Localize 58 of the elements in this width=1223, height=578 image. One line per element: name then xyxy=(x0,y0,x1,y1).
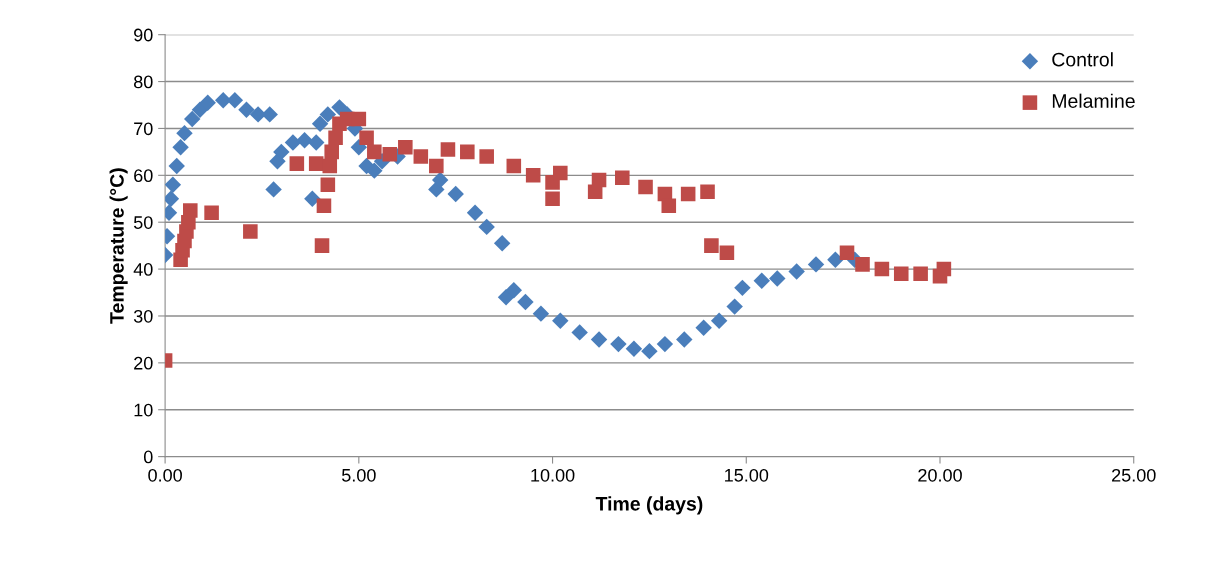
x-axis-title: Time (days) xyxy=(595,496,703,515)
legend-label: Melamine xyxy=(1052,93,1135,108)
x-tick-label: 25.00 xyxy=(1112,468,1156,482)
y-tick-label: 30 xyxy=(133,309,153,323)
point xyxy=(680,186,696,202)
point xyxy=(893,266,909,282)
y-tick-label: 80 xyxy=(134,75,153,89)
point xyxy=(413,149,429,164)
legend-label: Control xyxy=(1052,52,1113,67)
point xyxy=(359,130,374,146)
point xyxy=(553,165,568,181)
point xyxy=(638,179,653,195)
point xyxy=(661,198,677,214)
point xyxy=(322,158,338,174)
point xyxy=(429,158,444,174)
y-axis-title: Temperature (°C) xyxy=(109,168,128,324)
y-tick-label: 70 xyxy=(134,122,153,136)
point xyxy=(183,203,198,218)
point xyxy=(324,144,339,160)
point xyxy=(243,224,258,239)
x-tick-label: 10.00 xyxy=(531,468,575,482)
y-tick-label: 50 xyxy=(133,216,153,229)
x-tick-label: 5.00 xyxy=(341,468,376,482)
point xyxy=(704,238,719,253)
y-tick-label: 90 xyxy=(134,28,153,42)
point xyxy=(506,158,522,174)
point xyxy=(719,245,735,260)
point xyxy=(398,139,413,155)
point xyxy=(351,111,367,127)
point xyxy=(440,142,456,157)
point xyxy=(479,149,494,164)
point xyxy=(525,168,541,183)
point xyxy=(855,257,870,272)
point xyxy=(328,130,343,146)
y-tick-label: 0 xyxy=(143,450,153,464)
point xyxy=(913,266,928,282)
point xyxy=(367,144,382,160)
y-tick-label: 60 xyxy=(134,169,153,183)
y-tick-label: 40 xyxy=(133,263,153,276)
point xyxy=(460,144,475,160)
point xyxy=(320,177,336,192)
point xyxy=(316,198,332,214)
point xyxy=(700,184,715,200)
point xyxy=(545,191,560,207)
x-tick-label: 20.00 xyxy=(918,468,962,482)
y-tick-label: 20 xyxy=(134,356,153,370)
point xyxy=(936,261,952,277)
point xyxy=(839,245,855,260)
x-tick-label: 15.00 xyxy=(725,468,769,482)
point xyxy=(289,156,305,171)
point xyxy=(874,261,890,277)
point xyxy=(615,170,630,185)
point xyxy=(204,205,219,221)
point xyxy=(382,146,398,162)
x-tick-label: 0.00 xyxy=(148,468,182,482)
point xyxy=(314,238,330,253)
y-tick-label: 10 xyxy=(134,403,153,417)
point xyxy=(591,172,607,188)
